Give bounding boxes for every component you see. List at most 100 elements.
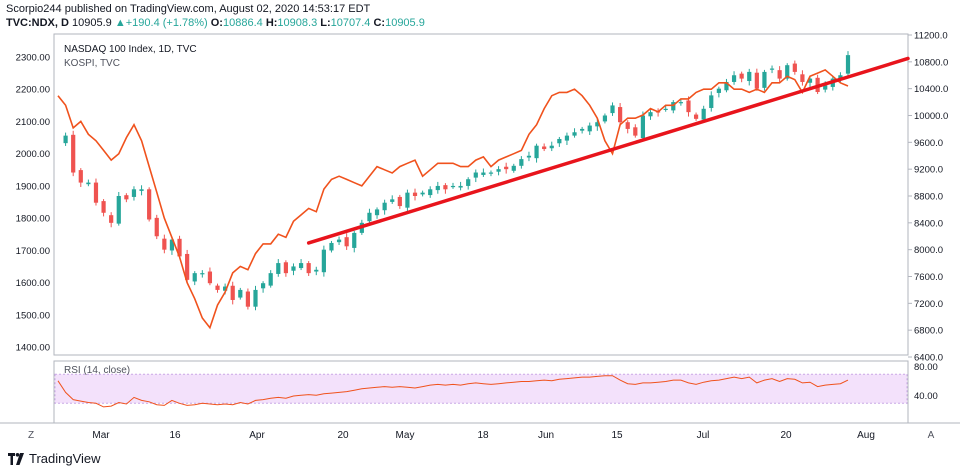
x-axis-label: 20 bbox=[337, 430, 349, 441]
candle-body bbox=[845, 55, 851, 74]
candle-body bbox=[336, 239, 342, 243]
right-axis-label: 10400.0 bbox=[914, 84, 948, 95]
right-axis-label: 9600.0 bbox=[914, 138, 943, 149]
candle-body bbox=[390, 199, 395, 202]
legend-compare: KOSPI, TVC bbox=[64, 58, 120, 69]
candle-body bbox=[215, 285, 220, 290]
candle-body bbox=[412, 192, 418, 196]
candle-body bbox=[504, 166, 509, 170]
candle-body bbox=[458, 185, 463, 188]
candle-body bbox=[595, 122, 600, 127]
candle-body bbox=[223, 286, 228, 291]
candle-body bbox=[306, 263, 311, 274]
candle-body bbox=[321, 249, 326, 273]
candle-body bbox=[511, 165, 516, 171]
candle-body bbox=[86, 182, 91, 185]
candle-body bbox=[435, 185, 440, 191]
candle-body bbox=[276, 263, 281, 274]
x-axis-label: Mar bbox=[92, 430, 110, 441]
left-axis-label: 1400.00 bbox=[16, 343, 50, 354]
low-label: L: bbox=[320, 17, 331, 29]
candle-body bbox=[116, 196, 121, 224]
candle-body bbox=[648, 112, 653, 117]
x-axis-label: May bbox=[396, 430, 415, 441]
candle-body bbox=[420, 192, 425, 195]
left-axis-label: 1500.00 bbox=[16, 310, 50, 321]
high-label: H: bbox=[265, 17, 278, 29]
right-axis-label: 8400.0 bbox=[914, 218, 943, 229]
candle-body bbox=[769, 68, 775, 70]
candle-body bbox=[602, 115, 608, 122]
candle-body bbox=[564, 135, 570, 141]
timezone-button[interactable]: Z bbox=[28, 430, 34, 441]
candle-body bbox=[724, 81, 729, 91]
candle-body bbox=[807, 78, 813, 83]
x-axis-label: 15 bbox=[611, 430, 623, 441]
svg-text:Z: Z bbox=[28, 430, 34, 441]
right-axis-label: 6800.0 bbox=[914, 326, 943, 337]
right-axis-label: 8000.0 bbox=[914, 245, 943, 256]
candle-body bbox=[731, 75, 737, 82]
candle-body bbox=[762, 71, 767, 88]
x-axis-label: Aug bbox=[857, 430, 875, 441]
candle-body bbox=[572, 132, 577, 136]
candle-body bbox=[367, 212, 372, 222]
candle-body bbox=[298, 263, 304, 269]
x-axis-label: Apr bbox=[249, 430, 265, 441]
x-axis-label: 18 bbox=[477, 430, 489, 441]
candle-body bbox=[693, 114, 699, 119]
candle-body bbox=[777, 70, 782, 79]
candle-body bbox=[625, 122, 630, 129]
candle-body bbox=[686, 100, 691, 113]
scale-auto-button[interactable]: A bbox=[920, 425, 942, 443]
candle-body bbox=[291, 266, 296, 271]
candle-body bbox=[162, 238, 167, 250]
main-pane-frame bbox=[53, 33, 909, 356]
candle-body bbox=[549, 145, 554, 149]
candle-body bbox=[542, 146, 547, 150]
left-axis-label: 1600.00 bbox=[16, 278, 50, 289]
candle-body bbox=[71, 134, 76, 173]
x-axis-label: Jun bbox=[538, 430, 554, 441]
left-axis-label: 2300.00 bbox=[16, 53, 50, 64]
brand-name: TradingView bbox=[29, 451, 101, 466]
candle-body bbox=[283, 262, 288, 274]
candle-body bbox=[800, 74, 805, 82]
candle-body bbox=[640, 115, 646, 139]
candle-body bbox=[374, 209, 380, 216]
candle-body bbox=[405, 192, 410, 208]
candle-body bbox=[63, 135, 68, 144]
candle-body bbox=[154, 217, 159, 237]
x-axis-label: 16 bbox=[169, 430, 181, 441]
open-value: 10886.4 bbox=[222, 17, 263, 29]
candle-body bbox=[382, 202, 387, 211]
rsi-band bbox=[54, 373, 908, 404]
legend-rsi: RSI (14, close) bbox=[64, 365, 130, 376]
tradingview-brand[interactable]: TradingView bbox=[8, 451, 101, 466]
candle-body bbox=[526, 155, 532, 158]
candle-body bbox=[823, 85, 828, 90]
legend-main: NASDAQ 100 Index, 1D, TVC bbox=[64, 44, 197, 55]
rsi-line bbox=[57, 375, 849, 408]
candle-body bbox=[260, 283, 266, 289]
candle-body bbox=[519, 159, 524, 166]
candle-body bbox=[534, 145, 539, 159]
candle-body bbox=[78, 170, 83, 183]
candle-body bbox=[124, 195, 129, 200]
close-value: 10905.9 bbox=[385, 17, 425, 29]
left-axis-label: 2100.00 bbox=[16, 117, 50, 128]
candle-body bbox=[739, 73, 744, 79]
left-axis-label: 1900.00 bbox=[16, 181, 50, 192]
candle-body bbox=[207, 271, 213, 284]
symbol-name[interactable]: TVC:NDX, D bbox=[6, 17, 69, 29]
right-axis-label: 7600.0 bbox=[914, 272, 943, 283]
trendline[interactable] bbox=[306, 56, 910, 245]
right-axis-label: 9200.0 bbox=[914, 165, 943, 176]
candle-body bbox=[139, 189, 144, 191]
candle-body bbox=[352, 232, 357, 248]
candle-body bbox=[663, 108, 668, 110]
rsi-axis-label: 40.00 bbox=[914, 391, 938, 402]
candle-body bbox=[450, 185, 456, 188]
right-axis-label: 6400.0 bbox=[914, 353, 943, 364]
